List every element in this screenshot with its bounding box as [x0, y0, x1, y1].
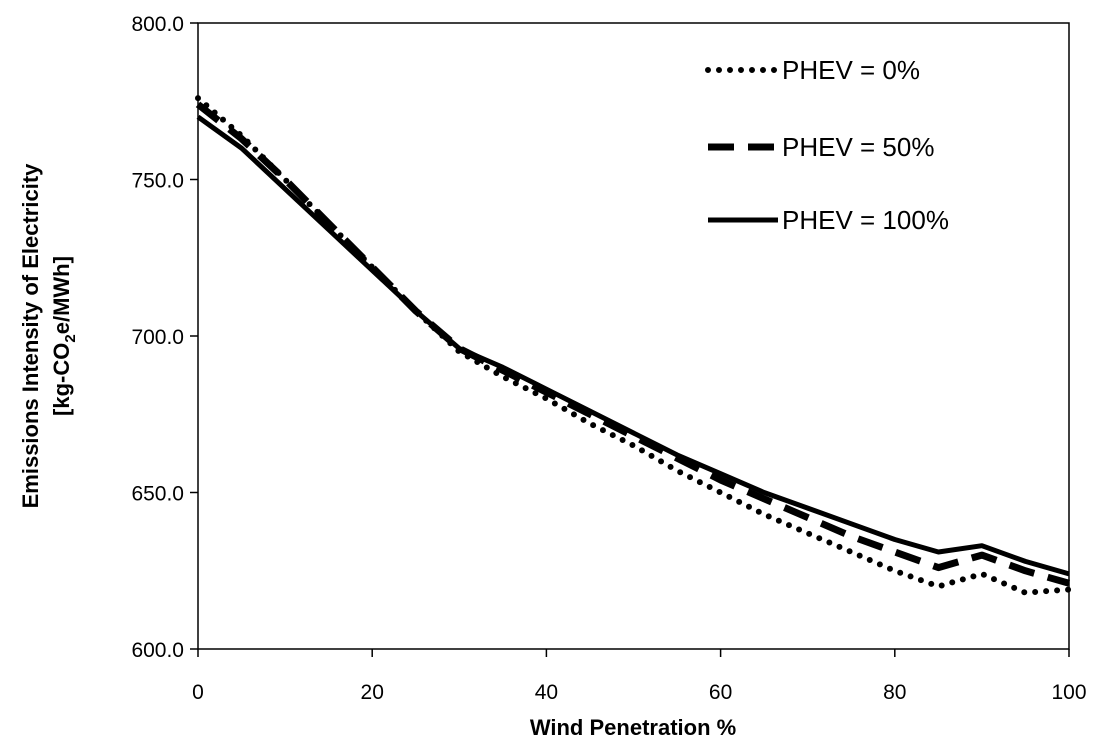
x-tick-label: 0 [192, 681, 204, 704]
x-tick-label: 40 [535, 681, 558, 704]
series-line-dotted [195, 95, 1072, 596]
x-tick-label: 60 [709, 681, 732, 704]
series-layer [195, 95, 1072, 596]
y-axis-title: Emissions Intensity of Electricity [kg-C… [18, 163, 79, 509]
y-tick-label: 700.0 [131, 326, 184, 349]
x-tick-label: 100 [1051, 681, 1086, 704]
y-axis-title-line1: Emissions Intensity of Electricity [18, 163, 43, 509]
x-axis-title: Wind Penetration % [530, 715, 736, 740]
series-line-solid [196, 114, 1070, 577]
x-tick-label: 20 [361, 681, 384, 704]
legend-label: PHEV = 50% [782, 132, 934, 162]
y-tick-label: 800.0 [131, 13, 184, 36]
y-axis: 600.0 650.0 700.0 750.0 800.0 [131, 13, 198, 662]
x-tick-label: 80 [883, 681, 906, 704]
legend-label: PHEV = 100% [782, 205, 949, 235]
y-axis-title-prefix: [kg-CO [49, 343, 74, 416]
legend-label: PHEV = 0% [782, 55, 920, 85]
y-axis-title-line2: [kg-CO2e/MWh] [49, 256, 79, 416]
y-axis-title-suffix: e/MWh] [49, 256, 74, 334]
y-axis-title-subscript: 2 [62, 334, 79, 342]
y-tick-label: 750.0 [131, 170, 184, 193]
y-tick-label: 650.0 [131, 483, 184, 506]
y-tick-label: 600.0 [131, 639, 184, 662]
x-axis: 0 20 40 60 80 100 [192, 649, 1087, 704]
legend: PHEV = 0% PHEV = 50% PHEV = 100% [705, 55, 949, 235]
